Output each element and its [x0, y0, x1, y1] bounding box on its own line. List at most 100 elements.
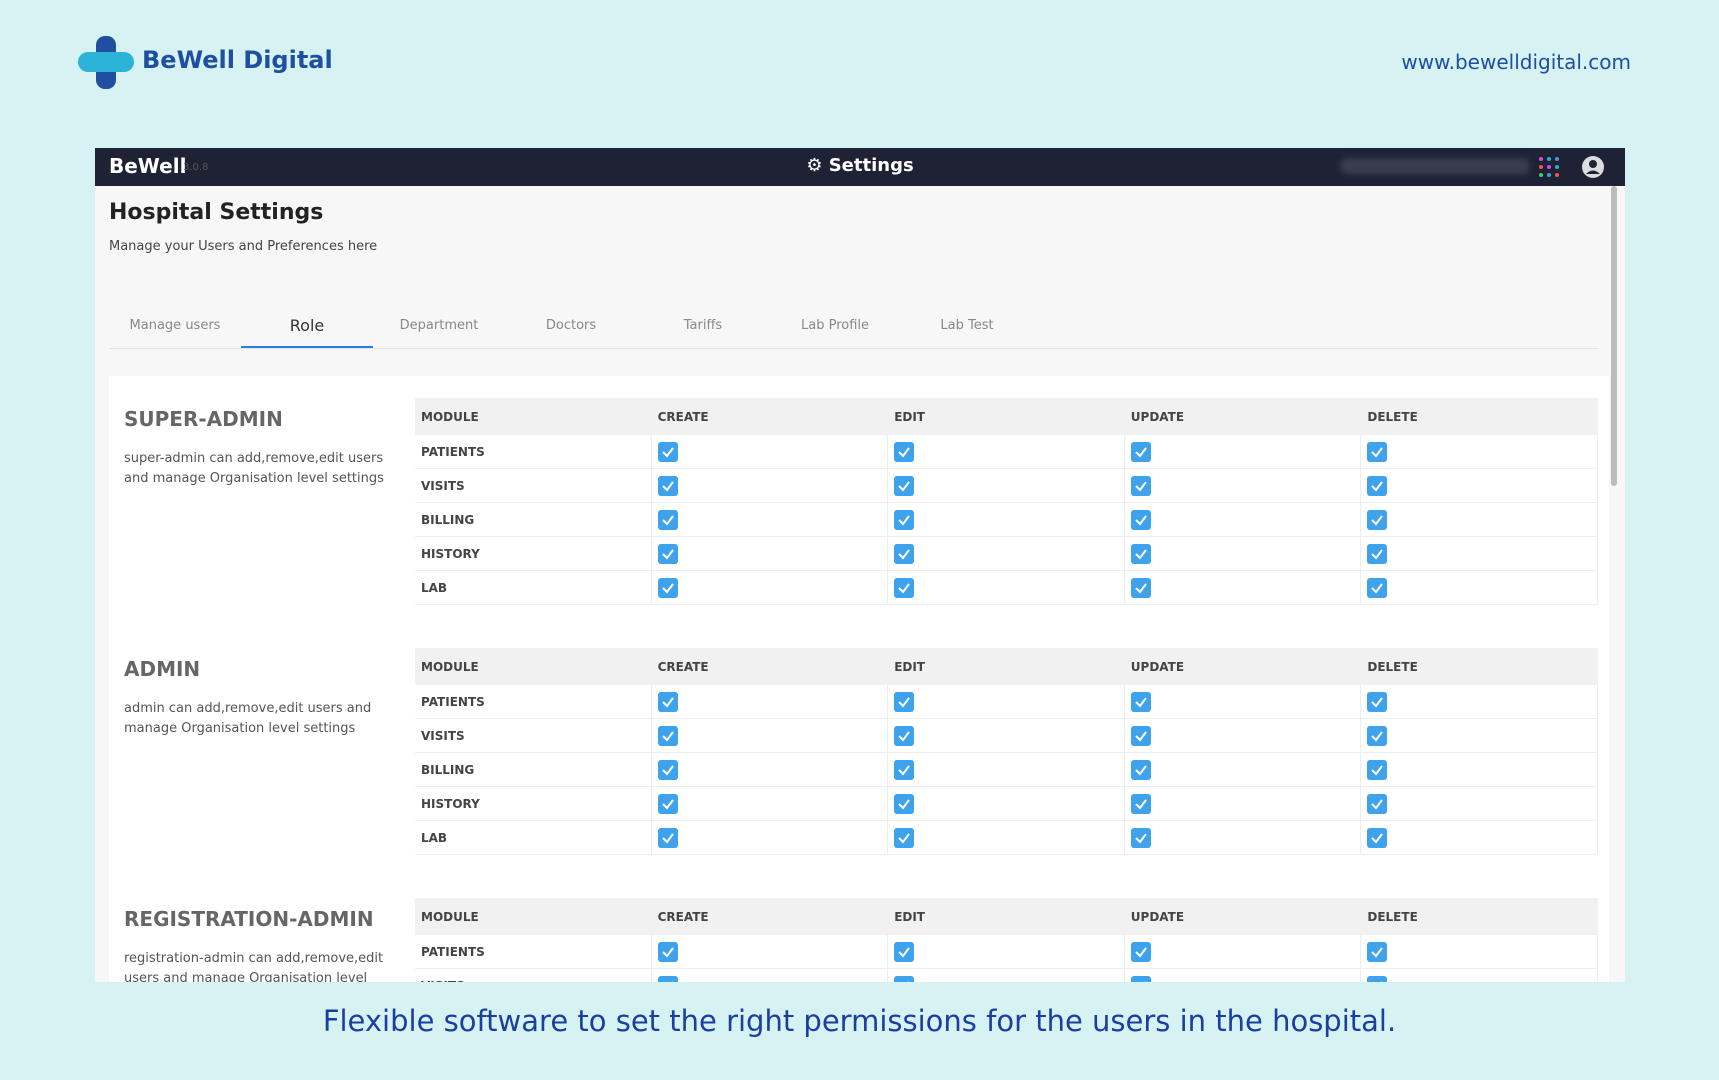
checkbox[interactable]: [1130, 759, 1151, 780]
check-mark: [1135, 798, 1147, 810]
permission-cell: [1125, 935, 1362, 968]
column-header: CREATE: [657, 909, 709, 924]
check-mark: [1135, 696, 1147, 708]
permission-cell: [1125, 469, 1362, 502]
checkbox[interactable]: [1130, 577, 1151, 598]
role-name: ADMIN: [124, 657, 201, 681]
tab[interactable]: Role: [241, 306, 373, 348]
checkbox[interactable]: [894, 475, 915, 496]
check-mark: [661, 480, 674, 492]
checkbox[interactable]: [894, 941, 915, 962]
check-mark: [1144, 980, 1147, 982]
checkbox[interactable]: [1130, 475, 1151, 496]
checkbox[interactable]: [1367, 725, 1388, 746]
checkbox[interactable]: [1130, 793, 1151, 814]
user-icon[interactable]: [1581, 155, 1605, 179]
checkbox[interactable]: [1130, 725, 1151, 746]
check-mark: [898, 696, 910, 708]
tab[interactable]: Department: [399, 318, 479, 333]
checkbox[interactable]: [657, 441, 678, 462]
check-mark: [1371, 730, 1384, 742]
checkbox[interactable]: [894, 691, 915, 712]
checkbox[interactable]: [657, 827, 678, 848]
app-name: BeWell: [109, 154, 187, 178]
checkbox[interactable]: [894, 725, 915, 746]
checkbox[interactable]: [894, 793, 915, 814]
check-mark: [898, 480, 910, 492]
checkbox[interactable]: [1130, 975, 1151, 982]
check-mark: [1135, 446, 1147, 458]
caption: Flexible software to set the right permi…: [322, 1004, 1397, 1038]
checkbox[interactable]: [657, 543, 678, 564]
check-mark: [661, 582, 674, 594]
checkbox[interactable]: [1130, 509, 1151, 530]
scrollbar[interactable]: [1611, 186, 1617, 486]
permission-cell: [1361, 753, 1598, 786]
page-title-text: Settings: [828, 155, 914, 176]
tab[interactable]: Lab Test: [940, 318, 994, 333]
checkbox[interactable]: [657, 793, 678, 814]
checkbox[interactable]: [1367, 941, 1388, 962]
check-mark: [898, 946, 910, 958]
checkbox[interactable]: [657, 759, 678, 780]
module-name: LAB: [415, 571, 652, 604]
column-header: DELETE: [1367, 409, 1418, 424]
permission-cell: [1125, 537, 1362, 570]
tab[interactable]: Doctors: [545, 318, 597, 333]
checkbox[interactable]: [657, 975, 678, 982]
checkbox[interactable]: [894, 441, 915, 462]
checkbox[interactable]: [1367, 975, 1388, 982]
checkbox[interactable]: [1130, 691, 1151, 712]
checkbox[interactable]: [1367, 441, 1388, 462]
website[interactable]: www.bewelldigital.com: [1401, 50, 1631, 74]
checkbox[interactable]: [1367, 577, 1388, 598]
checkbox[interactable]: [894, 577, 915, 598]
check-mark: [907, 980, 910, 982]
permission-cell: [1361, 685, 1598, 718]
page-title: ⚙ Settings: [95, 155, 1625, 176]
permission-cell: [888, 503, 1125, 536]
checkbox[interactable]: [657, 725, 678, 746]
checkbox[interactable]: [1130, 941, 1151, 962]
check-mark: [1371, 514, 1384, 526]
table-row: PATIENTS: [415, 685, 1598, 719]
checkbox[interactable]: [1367, 793, 1388, 814]
permission-cell: [652, 821, 889, 854]
role-name: SUPER-ADMIN: [124, 407, 283, 431]
checkbox[interactable]: [657, 509, 678, 530]
checkbox[interactable]: [1367, 543, 1388, 564]
settings-title: Hospital Settings: [109, 200, 324, 225]
checkbox[interactable]: [657, 475, 678, 496]
checkbox[interactable]: [1367, 475, 1388, 496]
checkbox[interactable]: [894, 827, 915, 848]
apps-icon[interactable]: [1538, 156, 1560, 178]
checkbox[interactable]: [1130, 543, 1151, 564]
permission-cell: [1125, 969, 1362, 982]
checkbox[interactable]: [1367, 691, 1388, 712]
app-version: 3.0.8: [183, 162, 209, 173]
top-bar: BeWell 3.0.8 ⚙ Settings: [95, 148, 1625, 186]
check-mark: [661, 764, 674, 776]
tab[interactable]: Manage users: [129, 318, 221, 333]
checkbox[interactable]: [657, 577, 678, 598]
tab[interactable]: Tariffs: [683, 318, 723, 333]
checkbox[interactable]: [1130, 827, 1151, 848]
permission-cell: [652, 935, 889, 968]
check-mark: [1371, 548, 1384, 560]
checkbox[interactable]: [1367, 759, 1388, 780]
tab[interactable]: Lab Profile: [800, 318, 869, 333]
checkbox[interactable]: [657, 941, 678, 962]
permission-cell: [1361, 571, 1598, 604]
checkbox[interactable]: [657, 691, 678, 712]
checkbox[interactable]: [894, 543, 915, 564]
checkbox[interactable]: [894, 759, 915, 780]
check-mark: [1135, 514, 1147, 526]
checkbox[interactable]: [894, 975, 915, 982]
checkbox[interactable]: [1367, 509, 1388, 530]
check-mark: [1135, 730, 1147, 742]
checkbox[interactable]: [1367, 827, 1388, 848]
checkbox[interactable]: [1130, 441, 1151, 462]
checkbox[interactable]: [894, 509, 915, 530]
permission-cell: [1125, 571, 1362, 604]
check-mark: [1371, 946, 1384, 958]
